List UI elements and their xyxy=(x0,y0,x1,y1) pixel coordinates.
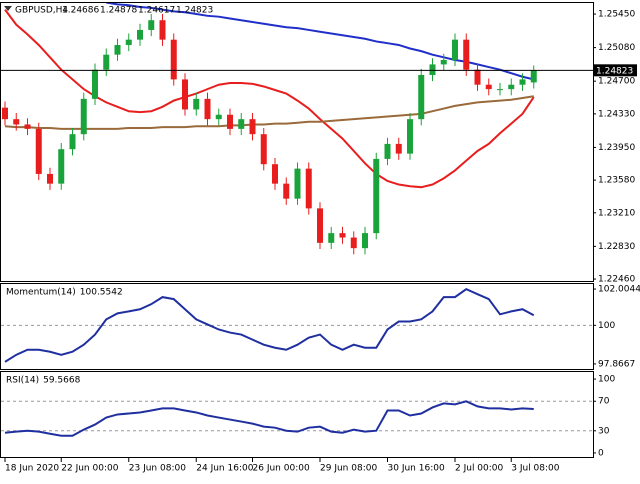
y-tick-label: 100 xyxy=(598,375,615,385)
x-tick-label: 30 Jun 16:00 xyxy=(388,464,445,474)
y-tick-label: 102.0044 xyxy=(598,285,640,295)
ohlc-value: 1.24686 xyxy=(62,6,99,16)
moving-average-line xyxy=(4,95,534,130)
candle-body xyxy=(2,107,8,120)
candle-body xyxy=(204,98,211,120)
y-tick-label: 70 xyxy=(598,397,610,407)
candle-body xyxy=(497,89,503,91)
candle-body xyxy=(384,143,391,159)
y-tick-label: 1.24330 xyxy=(598,109,635,119)
rsi-panel-frame xyxy=(0,371,594,458)
y-tick-label: 1.25080 xyxy=(598,43,635,53)
indicator-value: 59.5668 xyxy=(43,376,80,386)
x-tick-label: 18 Jun 2020 xyxy=(5,464,59,474)
y-tick-label: 1.25450 xyxy=(598,10,635,20)
candle-body xyxy=(283,183,290,199)
indicator-title: Momentum(14) xyxy=(6,288,76,298)
candle-body xyxy=(249,119,256,135)
candle-body xyxy=(148,20,155,30)
indicator-line xyxy=(4,400,534,437)
y-tick-label: 1.23950 xyxy=(598,143,635,153)
candle-body xyxy=(137,29,143,40)
y-tick-label: 97.8667 xyxy=(598,359,635,369)
candle-body xyxy=(238,119,245,129)
ohlc-value: 1.24617 xyxy=(138,6,175,16)
candle-body xyxy=(13,119,20,125)
y-tick-label: 1.22830 xyxy=(598,242,635,252)
indicator-value: 100.5542 xyxy=(80,288,123,298)
candle-body xyxy=(463,39,470,70)
x-tick-label: 23 Jun 08:00 xyxy=(129,464,186,474)
current-price-label: 1.24823 xyxy=(596,66,633,76)
y-tick-label: 1.24700 xyxy=(598,77,635,87)
main-panel-frame xyxy=(0,2,594,282)
symbol-icon xyxy=(4,6,12,11)
candle-body xyxy=(35,128,42,174)
ohlc-value: 1.24878 xyxy=(100,6,137,16)
indicator-line xyxy=(4,287,535,363)
candle-body xyxy=(407,119,413,154)
candle-body xyxy=(114,44,121,55)
candle-body xyxy=(69,134,76,150)
candle-body xyxy=(58,149,65,184)
candle-body xyxy=(103,54,110,70)
candle-body xyxy=(519,79,526,85)
candle-body xyxy=(260,134,267,165)
y-tick-label: 30 xyxy=(598,426,610,436)
candle-body xyxy=(294,168,301,199)
candle-body xyxy=(125,39,132,45)
candle-body xyxy=(47,173,53,184)
candle-body xyxy=(182,79,188,110)
candle-body xyxy=(350,237,357,249)
candle-body xyxy=(508,84,515,90)
candle-body xyxy=(474,69,481,85)
candle-body xyxy=(418,74,425,120)
candle-body xyxy=(373,158,380,234)
x-tick-label: 3 Jul 08:00 xyxy=(511,464,560,474)
moving-average-line xyxy=(106,3,534,81)
indicator-title: RSI(14) xyxy=(6,376,39,386)
x-tick-label: 22 Jun 00:00 xyxy=(61,464,118,474)
candle-body xyxy=(317,208,323,243)
candle-body xyxy=(452,39,458,60)
y-tick-label: 1.23580 xyxy=(598,176,635,186)
y-tick-label: 0 xyxy=(598,448,604,458)
x-tick-label: 26 Jun 00:00 xyxy=(253,464,310,474)
x-tick-label: 2 Jul 00:00 xyxy=(455,464,504,474)
candle-body xyxy=(92,69,98,99)
candle-body xyxy=(429,64,436,75)
candle-body xyxy=(362,233,368,249)
candle-body xyxy=(440,59,447,65)
candle-body xyxy=(305,168,312,209)
candle-body xyxy=(215,114,222,120)
y-tick-label: 1.22460 xyxy=(598,275,635,285)
y-tick-label: 1.23210 xyxy=(598,208,635,218)
candle-body xyxy=(395,143,402,154)
candle-body xyxy=(339,233,346,238)
ohlc-value: 1.24823 xyxy=(176,6,213,16)
x-tick-label: 24 Jun 16:00 xyxy=(196,464,253,474)
candle-body xyxy=(227,114,233,129)
momentum-panel-frame xyxy=(0,283,594,370)
candle-body xyxy=(328,233,335,243)
candle-body xyxy=(485,84,492,90)
candle-body xyxy=(272,164,278,184)
candle-body xyxy=(193,98,200,110)
current-price-tag xyxy=(593,64,637,77)
chart-title: GBPUSD,H4 xyxy=(15,6,68,16)
candle-body xyxy=(80,98,87,135)
y-tick-label: 100 xyxy=(598,321,615,331)
candle-body xyxy=(170,39,177,80)
candle-body xyxy=(530,70,537,83)
candle-body xyxy=(24,124,31,129)
candle-body xyxy=(159,20,166,40)
x-tick-label: 29 Jun 08:00 xyxy=(320,464,377,474)
